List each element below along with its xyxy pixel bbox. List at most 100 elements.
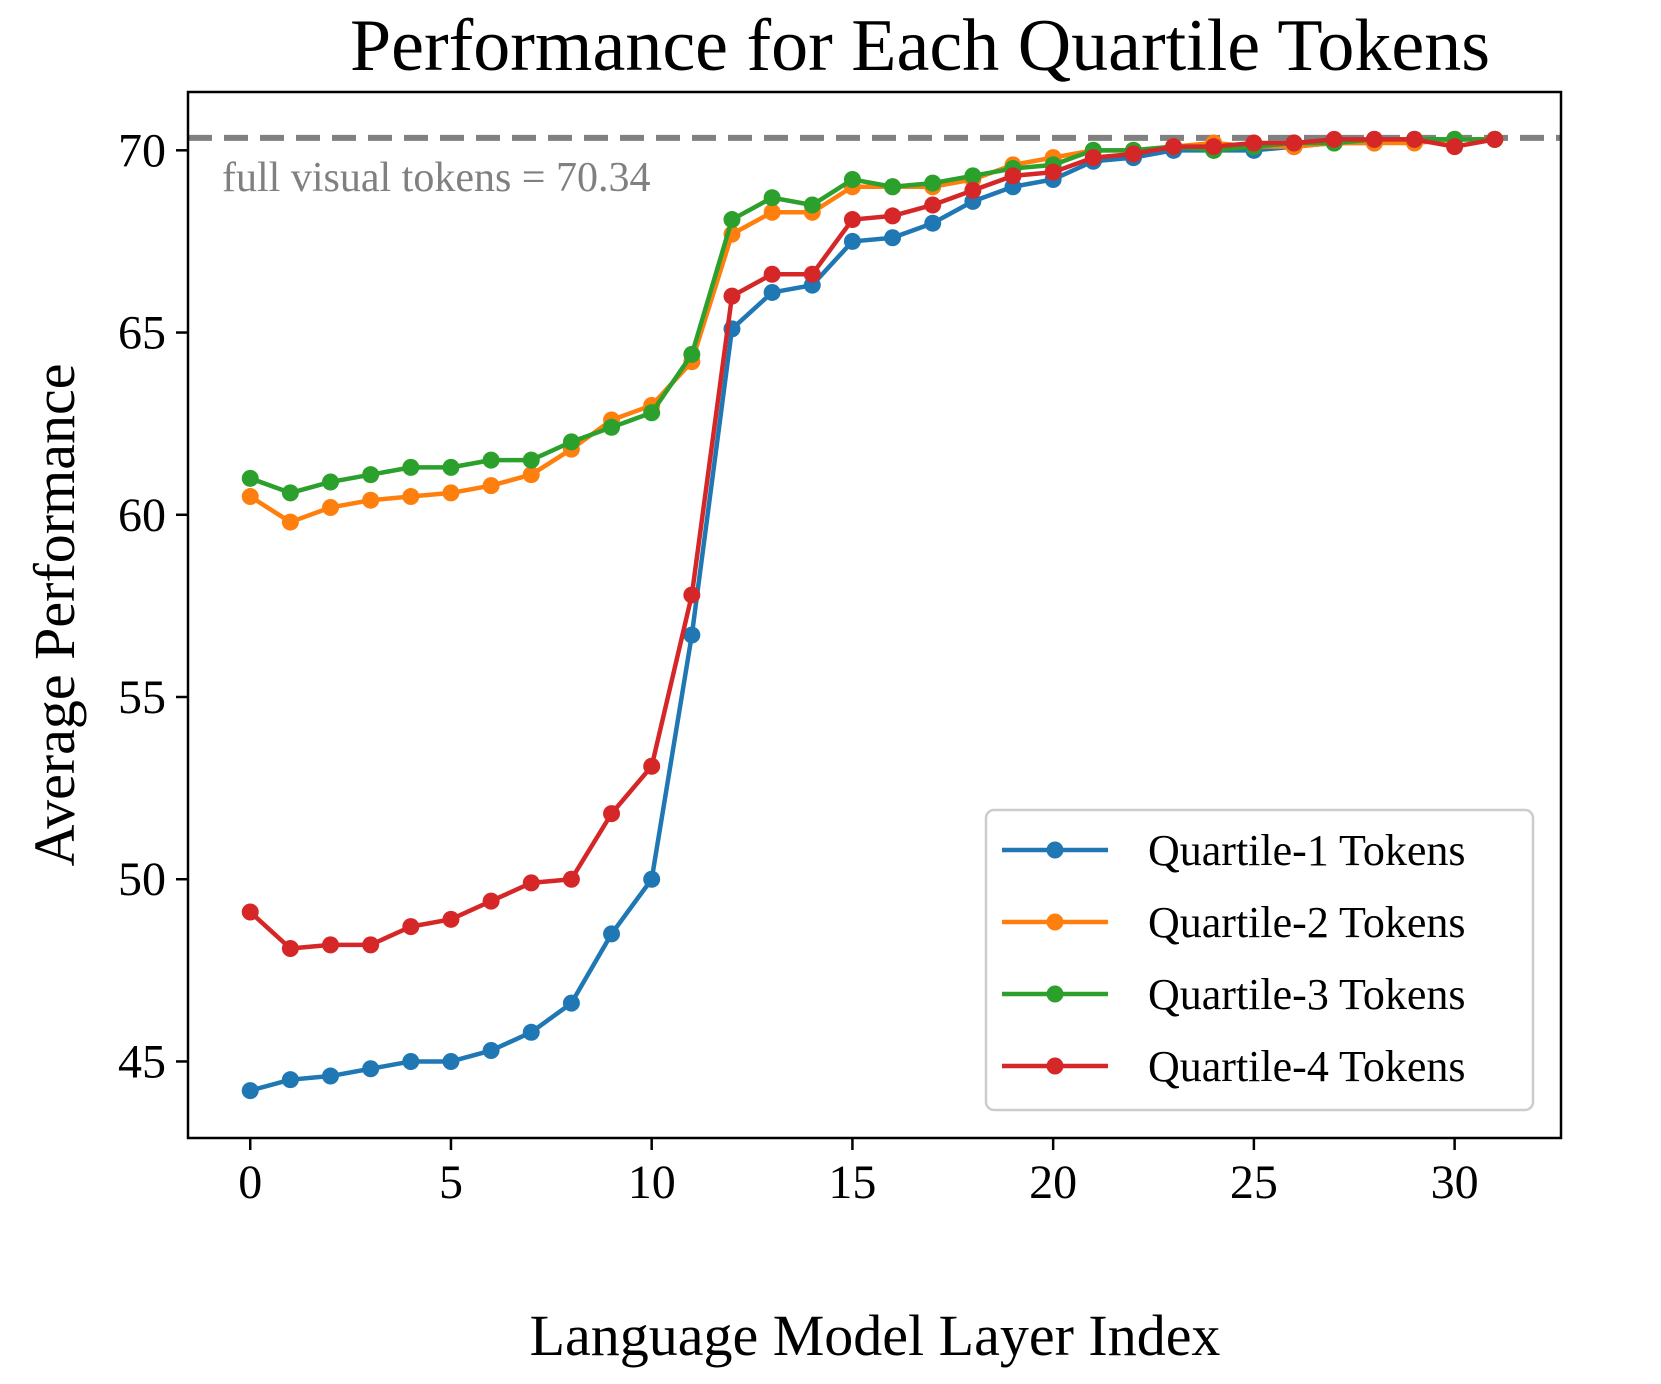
legend-label-2: Quartile-2 Tokens [1148,898,1465,947]
data-point-q4-layer-6 [482,892,500,910]
data-point-q4-layer-24 [1205,138,1223,156]
legend-label-4: Quartile-4 Tokens [1148,1042,1465,1091]
data-point-q1-layer-10 [643,870,661,888]
data-point-q4-layer-14 [803,265,821,283]
data-point-q4-layer-3 [362,936,380,954]
data-point-q4-layer-20 [1044,163,1062,181]
data-point-q2-layer-6 [482,477,500,495]
legend-marker-4 [1046,1057,1064,1075]
data-point-q3-layer-12 [723,211,741,229]
plot-frame [186,90,1563,1140]
data-point-q4-layer-16 [884,207,902,225]
data-point-q3-layer-16 [884,178,902,196]
data-point-q3-layer-9 [603,418,621,436]
data-point-q4-layer-2 [322,936,340,954]
data-point-q4-layer-12 [723,287,741,305]
data-point-q2-layer-2 [322,498,340,516]
data-point-q4-layer-25 [1245,134,1263,152]
x-tick-label: 0 [238,1156,262,1209]
y-tick-label: 60 [118,489,166,542]
data-point-q2-layer-13 [763,203,781,221]
y-tick-label: 50 [118,853,166,906]
data-point-q4-layer-11 [683,586,701,604]
data-point-q4-layer-7 [522,874,540,892]
y-tick-label: 45 [118,1035,166,1088]
data-point-q4-layer-8 [562,870,580,888]
data-point-q1-layer-15 [843,232,861,250]
data-point-q4-layer-19 [1004,167,1022,185]
data-point-q1-layer-3 [362,1060,380,1078]
x-tick-label: 15 [828,1156,876,1209]
data-point-q1-layer-7 [522,1023,540,1041]
data-point-q3-layer-3 [362,466,380,484]
data-point-q4-layer-15 [843,211,861,229]
x-axis-label: Language Model Layer Index [530,1303,1221,1368]
data-point-q2-layer-1 [281,513,299,531]
data-point-q3-layer-8 [562,433,580,451]
data-point-q3-layer-11 [683,345,701,363]
data-point-q1-layer-2 [322,1067,340,1085]
data-point-q3-layer-4 [402,458,420,476]
data-point-q4-layer-23 [1165,138,1183,156]
data-point-q3-layer-18 [964,167,982,185]
x-tick-label: 5 [439,1156,463,1209]
data-point-q4-layer-21 [1084,149,1102,167]
data-point-q4-layer-18 [964,181,982,199]
data-point-q3-layer-0 [241,469,259,487]
legend-box [984,808,1535,1112]
x-tick-label: 30 [1431,1156,1479,1209]
y-axis-label: Average Performance [22,364,87,867]
data-point-q1-layer-5 [442,1052,460,1070]
data-point-q2-layer-4 [402,488,420,506]
data-point-q1-layer-0 [241,1082,259,1100]
y-tick-label: 70 [118,124,166,177]
data-point-q4-layer-27 [1325,130,1343,148]
chart-title: Performance for Each Quartile Tokens [350,5,1490,87]
data-point-q1-layer-8 [562,994,580,1012]
data-point-q1-layer-16 [884,229,902,247]
legend-label-1: Quartile-1 Tokens [1148,826,1465,875]
x-tick-label: 10 [628,1156,676,1209]
data-point-q1-layer-6 [482,1042,500,1060]
data-point-q2-layer-5 [442,484,460,502]
data-point-q4-layer-31 [1486,130,1504,148]
data-point-q4-layer-30 [1446,138,1464,156]
data-point-q4-layer-22 [1124,145,1142,163]
data-point-q3-layer-2 [322,473,340,491]
data-point-q1-layer-1 [281,1071,299,1089]
reference-line-label: full visual tokens = 70.34 [222,155,651,201]
data-point-q4-layer-29 [1405,130,1423,148]
data-point-q2-layer-0 [241,488,259,506]
data-point-q4-layer-10 [643,757,661,775]
legend-marker-3 [1046,985,1064,1003]
data-point-q1-layer-11 [683,626,701,644]
data-point-q3-layer-17 [924,174,942,192]
data-point-q2-layer-7 [522,466,540,484]
data-point-q3-layer-15 [843,170,861,188]
data-point-q3-layer-13 [763,189,781,207]
data-point-q3-layer-6 [482,451,500,469]
data-point-q1-layer-9 [603,925,621,943]
data-point-q1-layer-13 [763,283,781,301]
data-point-q2-layer-3 [362,491,380,509]
legend-label-3: Quartile-3 Tokens [1148,970,1465,1019]
data-point-q4-layer-13 [763,265,781,283]
y-tick-label: 55 [118,671,166,724]
x-tick-label: 25 [1230,1156,1278,1209]
data-point-q4-layer-5 [442,910,460,928]
legend: Quartile-1 Tokens Quartile-2 Tokens Quarti… [984,808,1535,1112]
data-point-q3-layer-1 [281,484,299,502]
data-point-q4-layer-1 [281,939,299,957]
legend-marker-2 [1046,913,1064,931]
data-point-q4-layer-28 [1365,130,1383,148]
data-point-q4-layer-0 [241,903,259,921]
data-point-q1-layer-4 [402,1052,420,1070]
data-point-q4-layer-26 [1285,134,1303,152]
x-tick-label: 20 [1029,1156,1077,1209]
data-point-q3-layer-10 [643,404,661,422]
data-point-q3-layer-14 [803,196,821,214]
data-point-q4-layer-17 [924,196,942,214]
data-point-q4-layer-4 [402,918,420,936]
